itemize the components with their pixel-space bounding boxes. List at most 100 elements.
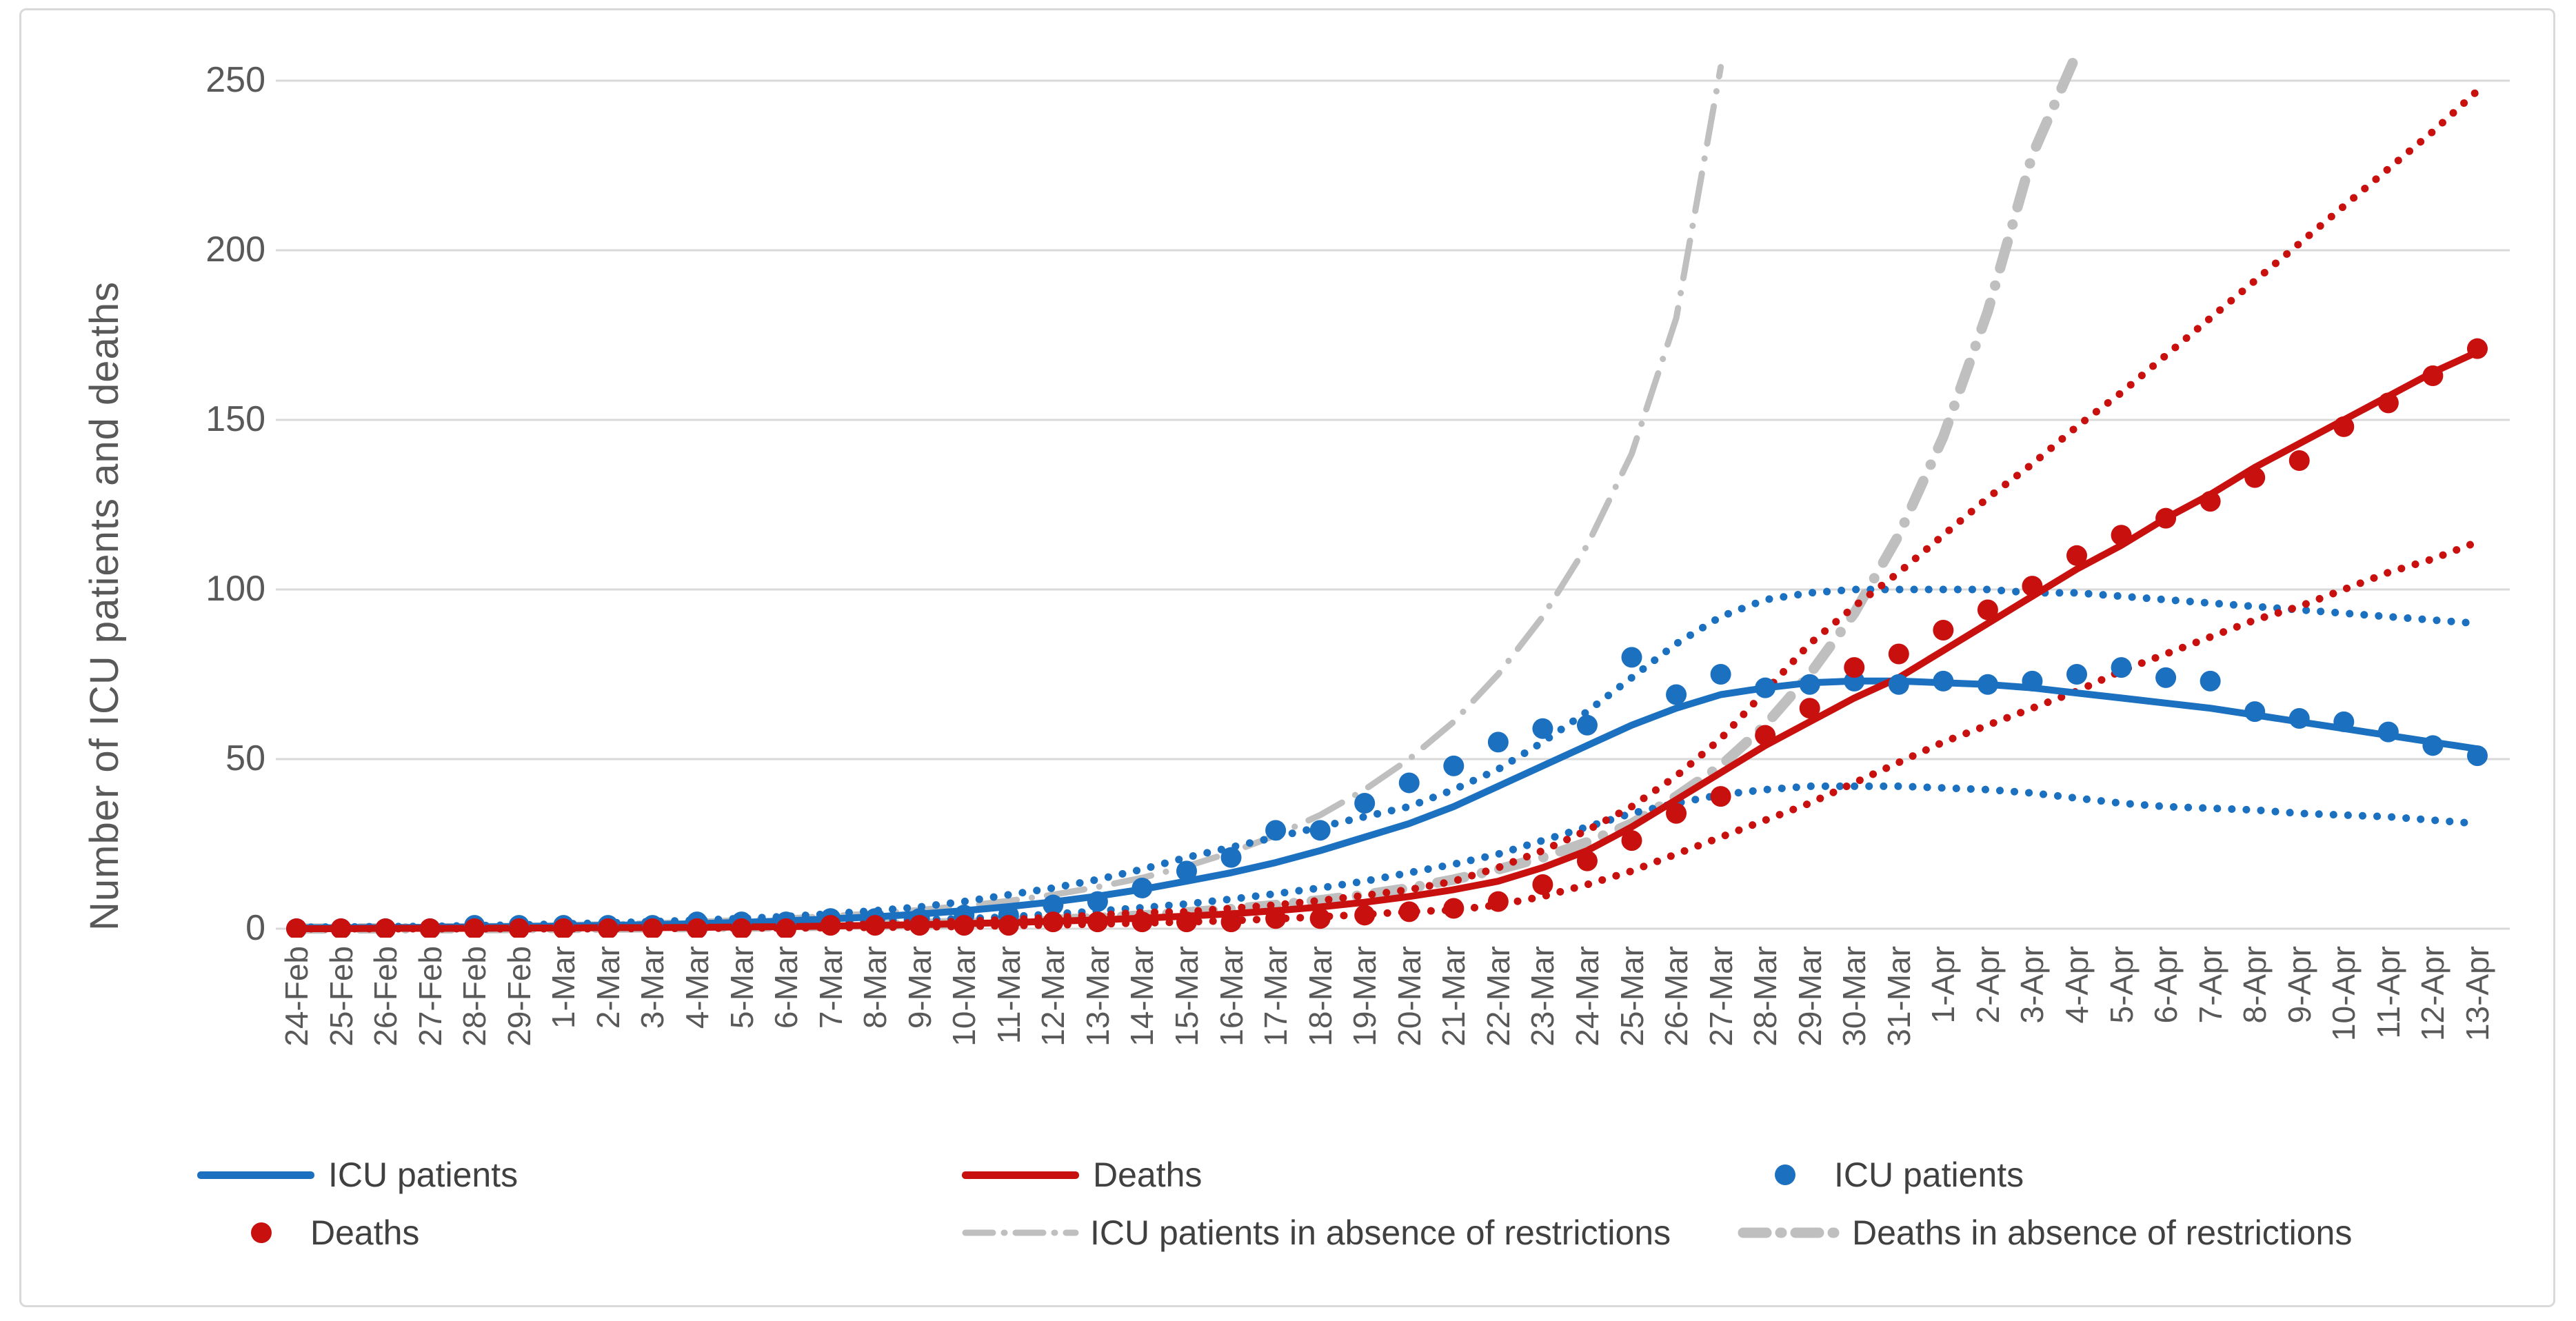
- data-point-deaths-observed: [998, 915, 1019, 936]
- series-icu-patients-95-ci-lower-bound: [292, 782, 2482, 932]
- x-tick-label: 15-Mar: [1169, 946, 1205, 1047]
- y-axis-title: Number of ICU patients and deaths: [82, 281, 127, 931]
- x-tick-label: 3-Apr: [2014, 946, 2051, 1024]
- x-tick-label: 9-Apr: [2281, 946, 2317, 1024]
- data-point-icu-patients-observed: [1487, 732, 1509, 753]
- data-point-deaths-observed: [731, 918, 752, 938]
- legend-item-icu-no-restrictions: ICU patients in absence of restrictions: [962, 1213, 1671, 1252]
- x-tick-label: 26-Feb: [368, 946, 404, 1047]
- data-point-icu-patients-observed: [1977, 674, 1998, 695]
- x-tick-label: 28-Mar: [1747, 946, 1784, 1047]
- data-point-icu-patients-observed: [1532, 718, 1553, 739]
- x-tick-label: 21-Mar: [1436, 946, 1472, 1047]
- x-tick-label: 10-Apr: [2326, 946, 2362, 1042]
- data-point-deaths-observed: [1799, 698, 1820, 719]
- x-tick-label: 7-Apr: [2192, 946, 2228, 1024]
- data-point-deaths-observed: [1443, 898, 1465, 919]
- y-tick-label: 50: [225, 738, 265, 778]
- data-point-deaths-observed: [2422, 365, 2444, 387]
- x-tick-label: 3-Mar: [634, 946, 671, 1029]
- data-point-icu-patients-observed: [1131, 877, 1153, 898]
- red-dot-swatch-icon: [251, 1222, 272, 1243]
- x-tick-label: 18-Mar: [1302, 946, 1338, 1047]
- data-point-deaths-observed: [1398, 901, 1420, 922]
- data-point-icu-patients-observed: [2200, 670, 2221, 692]
- x-tick-label: 29-Mar: [1791, 946, 1828, 1047]
- x-tick-label: 2-Apr: [1969, 946, 2006, 1024]
- data-point-deaths-observed: [1043, 911, 1064, 933]
- data-point-icu-patients-observed: [1576, 714, 1598, 736]
- data-point-deaths-observed: [375, 918, 396, 938]
- x-tick-label: 6-Apr: [2148, 946, 2184, 1024]
- legend-item-deaths-observed: Deaths: [207, 1213, 419, 1252]
- red-line-swatch-icon: [962, 1171, 1079, 1179]
- y-tick-label: 150: [205, 399, 265, 439]
- data-point-icu-patients-observed: [1443, 755, 1465, 776]
- data-point-icu-patients-observed: [2422, 735, 2444, 756]
- data-point-deaths-observed: [909, 915, 930, 936]
- data-point-icu-patients-observed: [2288, 707, 2310, 729]
- x-tick-label: 5-Mar: [723, 946, 760, 1029]
- data-point-deaths-observed: [2111, 525, 2132, 546]
- x-tick-label: 12-Apr: [2415, 946, 2451, 1042]
- blue-line-swatch-icon: [197, 1171, 314, 1179]
- legend-item-deaths-model: Deaths: [962, 1156, 1202, 1194]
- data-point-icu-patients-observed: [1309, 820, 1331, 841]
- data-point-icu-patients-observed: [1220, 847, 1242, 868]
- legend-item-icu-observed: ICU patients: [1731, 1156, 2024, 1194]
- data-point-icu-patients-observed: [1621, 647, 1642, 668]
- data-point-deaths-observed: [2288, 450, 2310, 472]
- data-point-icu-patients-observed: [1888, 674, 1909, 695]
- data-point-icu-patients-observed: [2466, 745, 2488, 767]
- data-point-icu-patients-observed: [2155, 667, 2177, 688]
- x-tick-label: 13-Apr: [2459, 946, 2495, 1042]
- x-tick-label: 11-Mar: [990, 946, 1027, 1045]
- data-point-deaths-observed: [1087, 911, 1108, 933]
- data-point-deaths-observed: [1131, 911, 1153, 933]
- x-tick-label: 12-Mar: [1035, 946, 1071, 1047]
- chart-border: [19, 8, 2555, 1307]
- x-tick-label: 28-Feb: [456, 946, 493, 1047]
- series-deaths-in-absence-of-restrictions: [291, 48, 2082, 934]
- series-deaths-observed: [286, 338, 2488, 938]
- x-tick-label: 25-Mar: [1613, 946, 1650, 1047]
- gray-dashdot-thick-swatch-icon: [1738, 1227, 1841, 1238]
- x-tick-label: 6-Mar: [768, 946, 805, 1029]
- x-tick-label: 1-Apr: [1925, 946, 1962, 1024]
- x-tick-label: 14-Mar: [1124, 946, 1160, 1047]
- gray-dashdot-thin-swatch-icon: [962, 1229, 1079, 1236]
- data-point-deaths-observed: [330, 918, 352, 938]
- x-tick-label: 26-Mar: [1658, 946, 1695, 1047]
- data-point-deaths-observed: [776, 918, 797, 938]
- data-point-deaths-observed: [2155, 507, 2177, 529]
- data-point-icu-patients-observed: [1755, 677, 1776, 698]
- data-point-deaths-observed: [1487, 891, 1509, 912]
- x-tick-label: 22-Mar: [1480, 946, 1516, 1047]
- data-point-deaths-observed: [1621, 830, 1642, 851]
- x-tick-label: 7-Mar: [812, 946, 849, 1029]
- x-tick-label: 10-Mar: [946, 946, 983, 1047]
- y-tick-label: 0: [245, 908, 265, 948]
- x-tick-label: 13-Mar: [1079, 946, 1116, 1047]
- x-tick-label: 31-Mar: [1880, 946, 1917, 1047]
- x-tick-label: 29-Feb: [501, 946, 537, 1047]
- data-point-deaths-observed: [2466, 338, 2488, 359]
- x-tick-label: 27-Feb: [412, 946, 448, 1047]
- data-point-deaths-observed: [1933, 620, 1954, 641]
- series-deaths-95-ci-upper-bound: [292, 87, 2482, 933]
- x-tick-label: 24-Mar: [1569, 946, 1605, 1047]
- data-point-deaths-observed: [2066, 545, 2087, 566]
- data-point-deaths-observed: [865, 915, 886, 936]
- data-point-icu-patients-observed: [2066, 664, 2087, 685]
- data-point-deaths-observed: [642, 918, 663, 938]
- data-point-deaths-observed: [2333, 416, 2355, 437]
- x-tick-label: 5-Apr: [2103, 946, 2140, 1024]
- data-point-icu-patients-observed: [1666, 684, 1687, 705]
- data-point-icu-patients-observed: [2333, 711, 2355, 732]
- x-tick-label: 4-Mar: [678, 946, 715, 1029]
- data-point-deaths-observed: [2022, 576, 2043, 597]
- x-tick-label: 11-Apr: [2370, 946, 2406, 1039]
- data-point-deaths-observed: [597, 918, 618, 938]
- x-tick-label: 24-Feb: [279, 946, 314, 1047]
